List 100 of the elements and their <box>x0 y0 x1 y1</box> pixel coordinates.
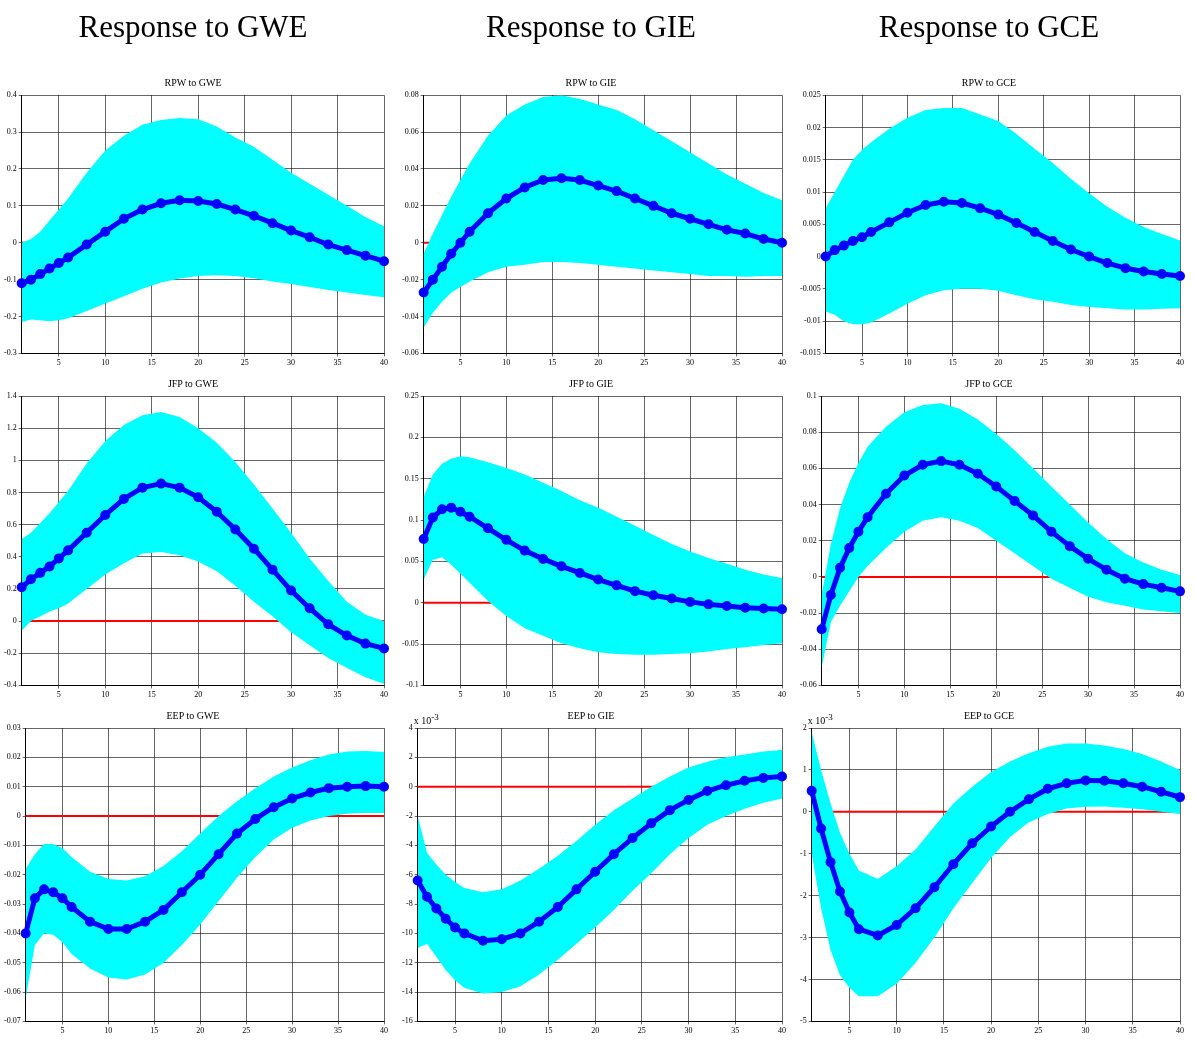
y-tick-label: 0.04 <box>802 499 817 509</box>
y-tick-label: 0.01 <box>6 781 21 791</box>
y-tick-label: 0 <box>802 806 807 816</box>
x-tick-label: 25 <box>637 1026 646 1036</box>
y-tick-label: -0.04 <box>799 644 817 654</box>
y-tick-label: 0 <box>816 251 821 261</box>
x-tick-label: 30 <box>288 1026 297 1036</box>
x-tick-label: 20 <box>594 690 603 700</box>
y-tick-label: 0.4 <box>6 90 17 100</box>
y-tick-label: -0.04 <box>401 311 419 321</box>
x-tick-label: 15 <box>948 358 957 368</box>
y-tick-label: 0.02 <box>6 752 21 762</box>
y-tick-label: 0.01 <box>806 187 821 197</box>
x-tick-label: 35 <box>333 358 342 368</box>
y-tick-label: 0.15 <box>404 473 419 483</box>
x-tick-label: 15 <box>150 1026 159 1036</box>
x-tick-label: 20 <box>591 1026 600 1036</box>
x-tick-label: 10 <box>104 1026 113 1036</box>
y-tick-label: 0.02 <box>802 535 817 545</box>
y-tick-label: -0.02 <box>401 274 419 284</box>
y-tick-label: 0.1 <box>806 391 817 401</box>
x-tick-label: 20 <box>994 358 1003 368</box>
y-tick-label: 0.08 <box>404 90 419 100</box>
x-tick-label: 20 <box>594 358 603 368</box>
x-tick-label: 40 <box>1176 1026 1184 1036</box>
y-tick-label: -1 <box>799 848 807 858</box>
x-tick-label: 35 <box>731 1026 740 1036</box>
chart-title: EEP to GCE <box>963 709 1015 721</box>
x-tick-label: 10 <box>892 1026 901 1036</box>
y-tick-label: -0.07 <box>3 1016 21 1026</box>
chart-title: EEP to GWE <box>166 709 220 721</box>
x-tick-label: 15 <box>939 1026 948 1036</box>
x-tick-label: 30 <box>1084 690 1093 700</box>
y-tick-label: -5 <box>799 1016 807 1026</box>
x-tick-label: 25 <box>1038 690 1047 700</box>
y-tick-label: 0.06 <box>802 463 817 473</box>
x-tick-label: 10 <box>101 358 110 368</box>
chart-subtitle: RPW to GWE <box>164 76 222 88</box>
x-tick-label: 30 <box>1081 1026 1090 1036</box>
y-tick-label: 0 <box>414 597 419 607</box>
y-tick-label: 0.8 <box>6 487 17 497</box>
y-tick-label: -2 <box>799 890 807 900</box>
y-tick-label: -0.015 <box>799 348 821 358</box>
x-tick-label: 5 <box>847 1026 852 1036</box>
x-tick-label: 5 <box>860 358 865 368</box>
x-tick-label: 5 <box>458 358 463 368</box>
x-tick-label: 10 <box>502 358 511 368</box>
x-tick-label: 10 <box>502 690 511 700</box>
x-tick-label: 35 <box>333 690 342 700</box>
y-tick-label: -14 <box>401 987 413 997</box>
y-tick-label: -0.06 <box>3 987 21 997</box>
x-tick-label: 10 <box>903 358 912 368</box>
y-tick-label: 1.4 <box>6 391 17 401</box>
x-tick-label: 25 <box>1034 1026 1043 1036</box>
x-tick-label: 5 <box>56 690 61 700</box>
y-tick-label: 1.2 <box>6 423 17 433</box>
x-tick-label: 20 <box>987 1026 996 1036</box>
x-tick-label: 40 <box>1176 690 1184 700</box>
x-tick-label: 15 <box>548 358 557 368</box>
x-tick-label: 40 <box>778 1026 786 1036</box>
y-tick-label: 0 <box>16 811 21 821</box>
y-tick-label: 0 <box>12 616 17 626</box>
x-tick-label: 30 <box>686 690 695 700</box>
x-tick-label: 35 <box>732 358 741 368</box>
y-tick-label: 0.3 <box>6 127 17 137</box>
y-tick-label: 4 <box>408 723 413 733</box>
y-tick-label: -0.2 <box>3 648 17 658</box>
y-tick-label: 0.015 <box>802 154 821 164</box>
x-tick-label: 25 <box>240 690 249 700</box>
x-tick-label: 20 <box>196 1026 205 1036</box>
x-tick-label: 25 <box>640 358 649 368</box>
x-tick-label: 35 <box>1130 690 1139 700</box>
y-tick-label: 0.02 <box>404 200 419 210</box>
y-tick-label: 0.025 <box>802 90 821 100</box>
y-tick-label: 0.1 <box>408 515 419 525</box>
x-tick-label: 15 <box>548 690 557 700</box>
y-tick-label: -0.4 <box>3 680 17 690</box>
y-tick-label: -0.1 <box>405 680 419 690</box>
y-tick-label: -0.06 <box>799 680 817 690</box>
y-tick-label: -6 <box>405 869 413 879</box>
x-tick-label: 35 <box>732 690 741 700</box>
x-tick-label: 20 <box>194 358 203 368</box>
y-tick-label: -10 <box>401 928 413 938</box>
x-tick-label: 5 <box>60 1026 65 1036</box>
y-tick-label: -0.05 <box>401 639 419 649</box>
x-tick-label: 5 <box>856 690 861 700</box>
x-tick-label: 30 <box>1085 358 1094 368</box>
x-tick-label: 25 <box>240 358 249 368</box>
y-tick-label: 0 <box>12 237 17 247</box>
y-tick-label: 0 <box>812 571 817 581</box>
x-tick-label: 20 <box>992 690 1001 700</box>
y-tick-label: 1 <box>12 455 17 465</box>
x-tick-label: 5 <box>458 690 463 700</box>
y-tick-label: -3 <box>799 932 807 942</box>
y-tick-label: -0.3 <box>3 348 17 358</box>
y-tick-label: -0.02 <box>3 869 21 879</box>
y-tick-label: 1 <box>802 765 807 775</box>
y-tick-label: 0.03 <box>6 723 21 733</box>
y-tick-label: 0.005 <box>802 219 821 229</box>
y-tick-label: 0.1 <box>6 200 17 210</box>
